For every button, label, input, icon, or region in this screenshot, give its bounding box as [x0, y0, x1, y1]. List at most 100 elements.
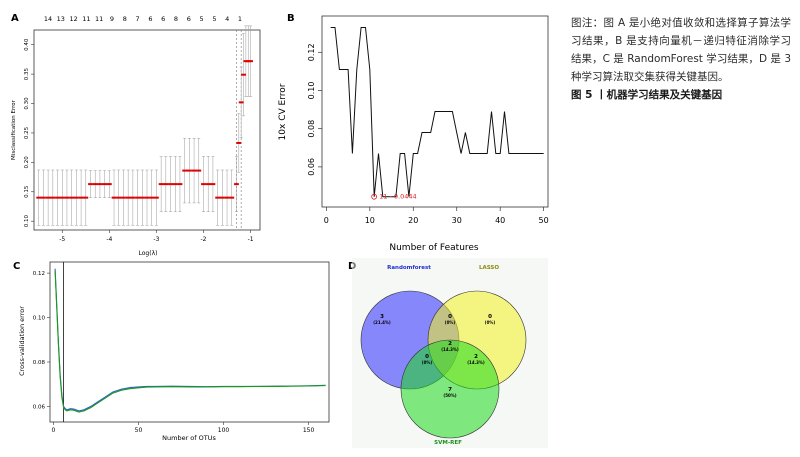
top-count-label: 6 [148, 15, 152, 23]
panel-b: 10x CV Error Number of Features 0 10 20 30 4… [278, 15, 549, 253]
panel-c: Cross-validation error Number of OTUs 0 5… [18, 261, 330, 442]
venn-pct: (0%) [485, 320, 496, 325]
data-point [241, 73, 246, 76]
data-point [163, 183, 169, 186]
figure-caption: 图注：图 A 是小绝对值收敛和选择算子算法学习结果，B 是支持向量机－递归特征消… [571, 14, 791, 104]
data-point [116, 196, 122, 199]
panel-b-cv-line [330, 27, 544, 198]
panel-a-frame [33, 29, 261, 231]
x-tick-label: -5 [59, 236, 65, 243]
panel-c-ylabel: Cross-validation error [18, 306, 26, 376]
panel-a-ylabel: Misclassification Error [11, 99, 17, 160]
panel-b-xlabel: Number of Features [389, 243, 479, 253]
y-tick-label: 0.12 [33, 271, 45, 277]
data-point [73, 196, 79, 199]
data-point [41, 196, 46, 199]
venn-region-all-three: 2 (14.3%) [441, 341, 459, 352]
data-point [186, 169, 192, 172]
venn-count: 0 [425, 354, 429, 360]
venn-region-rf-lasso: 0 (0%) [445, 314, 456, 325]
data-point [121, 196, 126, 199]
top-count-label: 4 [225, 15, 229, 23]
venn-label-svm-ref: SVM-REF [434, 440, 462, 446]
venn-label-randomforest: Randomforest [387, 265, 431, 271]
venn-count: 0 [488, 314, 492, 320]
panel-c-xticks: 0 50 100 150 [51, 422, 314, 434]
x-tick-label: 50 [539, 216, 549, 225]
y-tick-label: 0.10 [33, 316, 46, 322]
top-count-label: 5 [200, 15, 204, 23]
data-point [135, 196, 140, 199]
data-point [78, 196, 84, 199]
venn-circle-svm-ref [400, 339, 500, 439]
panel-b-ylabel: 10x CV Error [278, 83, 288, 140]
x-tick-label: -4 [106, 236, 112, 243]
panel-a: 14 13 12 11 11 9 8 7 6 6 8 6 5 5 4 1 Misclassification … [11, 15, 261, 257]
data-point [201, 183, 206, 186]
y-tick-label: 0.10 [24, 215, 30, 228]
data-point [205, 183, 211, 186]
x-tick-label: -2 [201, 236, 207, 243]
venn-count: 2 [474, 354, 478, 360]
y-tick-label: 0.40 [24, 38, 30, 51]
data-point [196, 169, 202, 172]
data-point [210, 183, 216, 186]
panel-b-letter: B [287, 13, 295, 24]
venn-count: 3 [380, 314, 384, 320]
venn-region-lasso-only: 0 (0%) [485, 314, 496, 325]
data-point [238, 101, 244, 104]
panel-a-error-bars [37, 25, 253, 226]
y-tick-label: 0.20 [24, 156, 30, 169]
data-point [177, 183, 183, 186]
top-count-label: 9 [110, 15, 114, 23]
panel-a-yticks: 0.10 0.15 0.20 0.25 0.30 0.35 0.40 [24, 38, 34, 227]
data-point [106, 183, 112, 186]
data-point [69, 196, 75, 199]
data-point [88, 183, 93, 186]
data-point [158, 183, 164, 186]
y-tick-label: 0.15 [24, 185, 30, 198]
x-tick-label: 20 [408, 216, 418, 225]
top-count-label: 6 [187, 15, 191, 23]
x-tick-label: 100 [218, 427, 230, 434]
venn-pct: (50%) [443, 393, 456, 398]
data-point [248, 60, 253, 63]
top-count-label: 6 [161, 15, 165, 23]
data-point [59, 196, 65, 199]
venn-region-lasso-svm: 2 (14.3%) [467, 354, 485, 365]
panel-a-xticks: -5 -4 -3 -2 -1 [59, 230, 254, 243]
panel-b-yticks: 0.06 0.08 0.10 0.12 [307, 43, 322, 176]
top-count-label: 14 [44, 15, 52, 23]
data-point [50, 196, 56, 199]
panel-b-min-marker [371, 193, 378, 200]
panel-a-xlabel: Log(λ) [139, 250, 158, 257]
data-point [97, 183, 103, 186]
data-point [236, 141, 242, 144]
caption-text: 图注：图 A 是小绝对值收敛和选择算子算法学习结果，B 是支持向量机－递归特征消… [571, 17, 791, 83]
cv-error-line [54, 268, 326, 412]
y-tick-label: 0.08 [33, 360, 46, 366]
panel-b-frame [321, 15, 549, 208]
venn-pct: (0%) [422, 360, 433, 365]
venn-region-rf-only: 3 (21.4%) [373, 314, 391, 325]
data-point [144, 196, 150, 199]
y-tick-label: 0.10 [307, 82, 316, 100]
data-point [149, 196, 155, 199]
y-tick-label: 0.30 [24, 97, 30, 110]
y-tick-label: 0.08 [307, 120, 316, 138]
data-point [182, 169, 188, 172]
y-tick-label: 0.06 [33, 404, 46, 410]
venn-count: 0 [448, 314, 452, 320]
y-tick-label: 0.06 [307, 158, 316, 176]
top-count-label: 8 [123, 15, 127, 23]
data-point [83, 196, 89, 199]
x-tick-label: 50 [135, 427, 143, 434]
venn-pct: (14.3%) [441, 347, 459, 352]
top-count-label: 7 [136, 15, 140, 23]
y-tick-label: 0.25 [24, 126, 30, 139]
x-tick-label: 40 [495, 216, 505, 225]
y-tick-label: 0.35 [24, 67, 30, 80]
venn-count: 7 [448, 387, 452, 393]
data-point [172, 183, 178, 186]
data-point [215, 196, 221, 199]
